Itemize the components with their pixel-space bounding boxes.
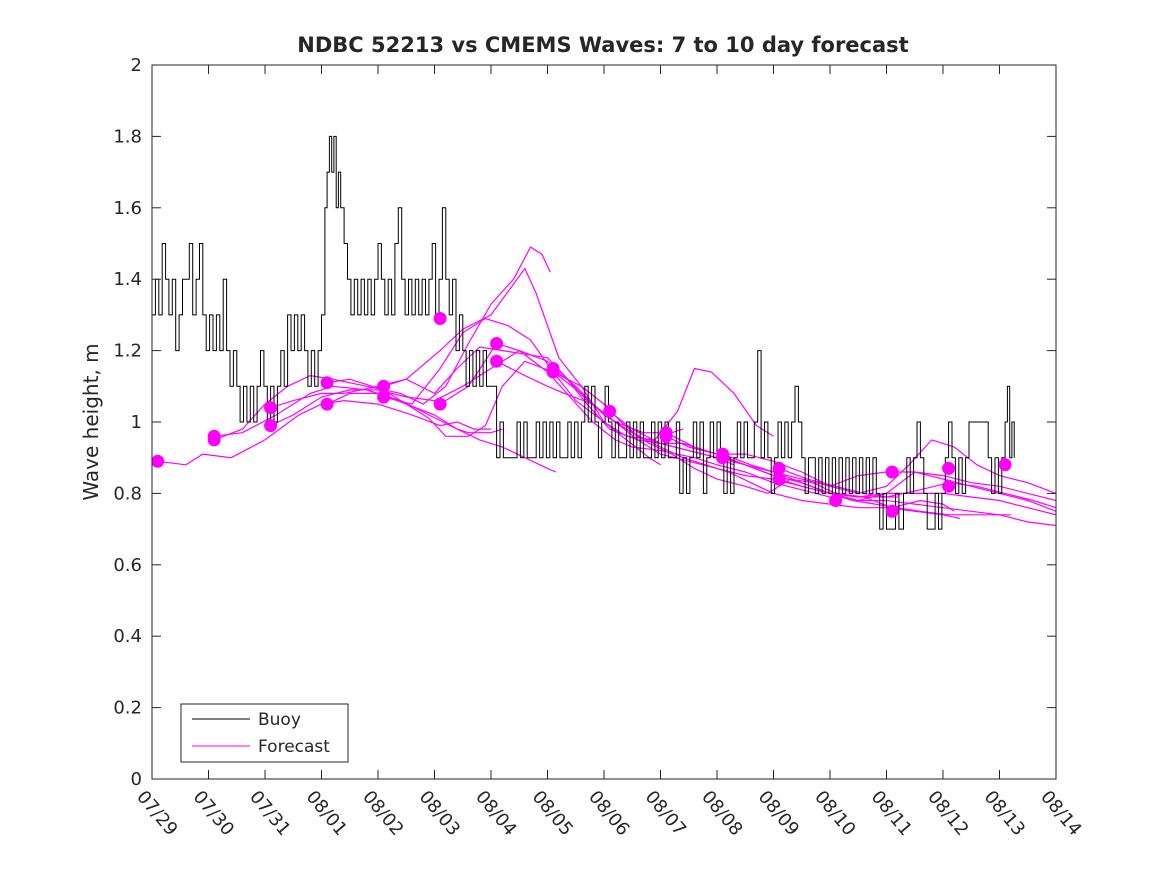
forecast-marker: [885, 504, 899, 518]
forecast-marker: [659, 429, 673, 443]
forecast-marker: [603, 404, 617, 418]
series-layer: [152, 135, 1056, 530]
buoy-line: [152, 135, 1015, 530]
forecast-line-3: [213, 246, 551, 441]
forecast-marker: [377, 390, 391, 404]
forecast-marker: [772, 472, 786, 486]
y-tick-label: 0.2: [113, 698, 142, 719]
y-tick-label: 0.8: [113, 483, 142, 504]
y-tick-label: 0.4: [113, 626, 142, 647]
forecast-marker: [207, 433, 221, 447]
forecast-line-6: [326, 392, 503, 434]
forecast-line-15: [665, 435, 1056, 512]
y-tick-label: 1.8: [113, 126, 142, 147]
forecast-marker: [320, 397, 334, 411]
forecast-marker: [433, 312, 447, 325]
y-axis-label: Wave height, m: [79, 343, 103, 500]
forecast-marker: [433, 397, 447, 411]
forecast-marker: [490, 337, 504, 350]
forecast-marker: [942, 479, 956, 493]
y-tick-label: 0.6: [113, 555, 142, 576]
legend-label-buoy: Buoy: [258, 710, 301, 730]
forecast-marker: [716, 451, 730, 465]
y-tick-label: 1.6: [113, 198, 142, 219]
legend-box: [180, 703, 349, 763]
chart-title: NDBC 52213 vs CMEMS Waves: 7 to 10 day f…: [297, 33, 908, 57]
y-tick-label: 1: [131, 412, 142, 433]
legend-label-forecast: Forecast: [258, 737, 330, 757]
forecast-marker: [546, 365, 560, 379]
forecast-line-10: [439, 342, 842, 505]
forecast-marker: [998, 458, 1012, 472]
y-tick-label: 0: [131, 769, 142, 790]
y-tick-label: 2: [131, 55, 142, 76]
forecast-marker: [152, 454, 165, 468]
forecast-marker: [490, 354, 504, 368]
forecast-marker: [885, 465, 899, 479]
legend: Buoy Forecast: [180, 703, 349, 763]
y-tick-label: 1.4: [113, 269, 142, 290]
forecast-marker: [942, 461, 956, 475]
forecast-marker: [772, 461, 786, 475]
forecast-marker: [264, 419, 278, 433]
forecast-marker: [320, 376, 334, 390]
forecast-marker: [377, 379, 391, 393]
y-tick-label: 1.2: [113, 341, 142, 362]
forecast-marker: [264, 401, 278, 415]
forecast-line-16: [665, 432, 1056, 495]
forecast-line-20: [778, 467, 1056, 509]
forecast-marker: [829, 494, 843, 507]
